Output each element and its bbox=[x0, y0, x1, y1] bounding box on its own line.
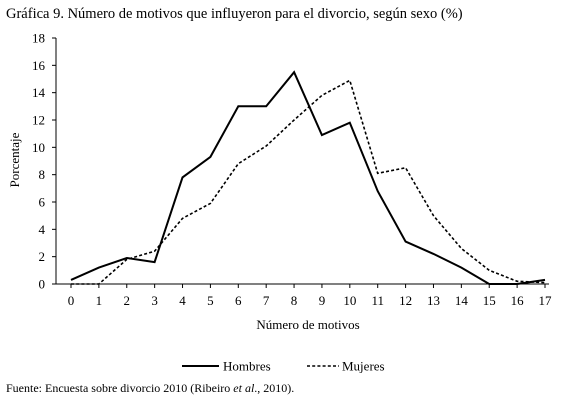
x-tick-label: 12 bbox=[399, 293, 412, 308]
x-tick-label: 17 bbox=[539, 293, 553, 308]
chart-axes bbox=[55, 38, 549, 285]
x-tick-label: 7 bbox=[263, 293, 270, 308]
series-line-mujeres bbox=[71, 79, 546, 285]
source-suffix: ., 2010). bbox=[254, 381, 295, 395]
legend-label-mujeres: Mujeres bbox=[342, 359, 385, 374]
y-tick-label: 18 bbox=[32, 31, 45, 46]
x-tick-label: 9 bbox=[319, 293, 326, 308]
x-tick-label: 5 bbox=[207, 293, 214, 308]
x-tick-label: 3 bbox=[151, 293, 158, 308]
legend-label-hombres: Hombres bbox=[223, 359, 271, 374]
x-tick-label: 10 bbox=[343, 293, 356, 308]
x-tick-label: 6 bbox=[235, 293, 242, 308]
x-tick-label: 13 bbox=[427, 293, 440, 308]
x-axis-label: Número de motivos bbox=[256, 317, 359, 332]
x-tick-label: 2 bbox=[124, 293, 131, 308]
x-tick-label: 0 bbox=[68, 293, 75, 308]
source-prefix: Fuente: Encuesta sobre divorcio 2010 (Ri… bbox=[6, 381, 234, 395]
x-tick-label: 11 bbox=[371, 293, 384, 308]
y-tick-label: 0 bbox=[39, 277, 46, 292]
y-axis-ticks: 0 2 4 6 8 10 12 14 16 18 bbox=[32, 31, 56, 292]
x-tick-label: 14 bbox=[455, 293, 469, 308]
y-tick-label: 2 bbox=[39, 249, 46, 264]
x-tick-label: 8 bbox=[291, 293, 298, 308]
y-tick-label: 10 bbox=[32, 140, 45, 155]
x-axis-ticks: 0 1 2 3 4 5 6 7 8 9 10 11 12 13 14 15 16 17 bbox=[68, 284, 552, 308]
y-tick-label: 8 bbox=[39, 167, 46, 182]
x-tick-label: 15 bbox=[483, 293, 496, 308]
y-axis-label: Porcentaje bbox=[7, 132, 22, 187]
y-tick-label: 12 bbox=[32, 113, 45, 128]
x-tick-label: 16 bbox=[511, 293, 525, 308]
x-tick-label: 1 bbox=[96, 293, 103, 308]
y-tick-label: 6 bbox=[39, 195, 46, 210]
source-note: Fuente: Encuesta sobre divorcio 2010 (Ri… bbox=[6, 381, 294, 396]
chart-series bbox=[70, 70, 546, 285]
y-tick-label: 4 bbox=[39, 222, 46, 237]
x-tick-label: 4 bbox=[179, 293, 186, 308]
series-line-hombres bbox=[70, 70, 546, 285]
y-tick-label: 14 bbox=[32, 85, 46, 100]
y-tick-label: 16 bbox=[32, 58, 46, 73]
chart-title: Gráfica 9. Número de motivos que influye… bbox=[6, 6, 463, 22]
chart-legend: Hombres Mujeres bbox=[182, 359, 385, 374]
source-italic: et al bbox=[233, 381, 255, 395]
